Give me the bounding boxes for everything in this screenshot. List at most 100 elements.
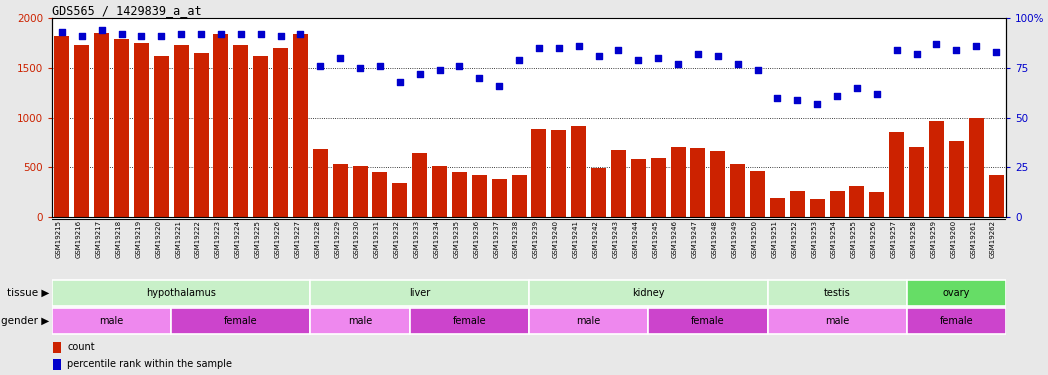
Bar: [310, 279, 529, 306]
Bar: [649, 308, 767, 334]
Point: [392, 79, 409, 85]
Bar: [651, 158, 665, 217]
Text: GSM19216: GSM19216: [75, 220, 82, 258]
Text: GSM19233: GSM19233: [414, 220, 419, 258]
Bar: [948, 141, 964, 217]
Bar: [671, 147, 685, 217]
Bar: [890, 132, 904, 217]
Bar: [392, 183, 408, 217]
Text: GSM19232: GSM19232: [394, 220, 400, 258]
Bar: [909, 147, 924, 217]
Text: ovary: ovary: [942, 288, 970, 298]
Point: [530, 45, 547, 51]
Point: [809, 100, 826, 106]
Text: hypothalamus: hypothalamus: [147, 288, 216, 298]
Text: GSM19223: GSM19223: [215, 220, 221, 258]
Point: [312, 63, 329, 69]
Point: [829, 93, 846, 99]
Point: [769, 94, 786, 100]
Text: female: female: [224, 316, 258, 326]
Bar: [591, 168, 606, 217]
Bar: [214, 34, 228, 217]
Text: GSM19222: GSM19222: [195, 220, 201, 258]
Point: [630, 57, 647, 63]
Bar: [691, 148, 705, 217]
Bar: [492, 179, 506, 217]
Text: tissue ▶: tissue ▶: [6, 288, 49, 298]
Text: GSM19249: GSM19249: [732, 220, 738, 258]
Bar: [551, 130, 566, 217]
Text: GSM19256: GSM19256: [871, 220, 877, 258]
Bar: [767, 279, 907, 306]
Point: [272, 33, 289, 39]
Bar: [52, 308, 171, 334]
Point: [987, 49, 1004, 55]
Text: GSM19227: GSM19227: [294, 220, 301, 258]
Bar: [52, 279, 310, 306]
Bar: [53, 342, 62, 352]
Bar: [174, 45, 189, 217]
Text: GSM19242: GSM19242: [592, 220, 598, 258]
Point: [670, 61, 686, 67]
Point: [510, 57, 527, 63]
Text: GSM19259: GSM19259: [931, 220, 937, 258]
Bar: [254, 56, 268, 217]
Bar: [234, 45, 248, 217]
Text: GSM19245: GSM19245: [652, 220, 658, 258]
Point: [849, 85, 866, 91]
Text: GSM19221: GSM19221: [175, 220, 181, 258]
Text: kidney: kidney: [632, 288, 664, 298]
Bar: [968, 117, 984, 217]
Point: [967, 43, 984, 49]
Point: [570, 43, 587, 49]
Point: [948, 47, 965, 53]
Bar: [412, 153, 428, 217]
Text: GSM19261: GSM19261: [970, 220, 976, 258]
Bar: [767, 308, 907, 334]
Point: [153, 33, 170, 39]
Text: GSM19257: GSM19257: [891, 220, 897, 258]
Text: testis: testis: [824, 288, 850, 298]
Point: [909, 51, 925, 57]
Bar: [531, 129, 546, 217]
Bar: [134, 43, 149, 217]
Text: GSM19247: GSM19247: [692, 220, 698, 258]
Text: GSM19258: GSM19258: [911, 220, 917, 258]
Bar: [274, 48, 288, 217]
Point: [233, 31, 249, 37]
Point: [749, 67, 766, 73]
Point: [869, 91, 886, 97]
Bar: [611, 150, 626, 217]
Text: GSM19260: GSM19260: [951, 220, 957, 258]
Text: GSM19248: GSM19248: [712, 220, 718, 258]
Text: GSM19237: GSM19237: [494, 220, 499, 258]
Text: male: male: [825, 316, 849, 326]
Text: GSM19241: GSM19241: [572, 220, 578, 258]
Text: GSM19215: GSM19215: [56, 220, 62, 258]
Text: gender ▶: gender ▶: [1, 316, 49, 326]
Text: GSM19226: GSM19226: [275, 220, 281, 258]
Bar: [631, 159, 646, 217]
Point: [253, 31, 269, 37]
Point: [590, 53, 607, 59]
Point: [113, 31, 130, 37]
Point: [431, 67, 447, 73]
Point: [729, 61, 746, 67]
Text: GSM19255: GSM19255: [851, 220, 857, 258]
Text: GSM19229: GSM19229: [334, 220, 341, 258]
Point: [93, 27, 110, 33]
Bar: [571, 126, 586, 217]
Text: GSM19250: GSM19250: [751, 220, 758, 258]
Bar: [293, 34, 308, 217]
Text: GSM19240: GSM19240: [552, 220, 559, 258]
Text: GSM19228: GSM19228: [314, 220, 321, 258]
Bar: [511, 175, 526, 217]
Text: GSM19239: GSM19239: [533, 220, 539, 258]
Text: GSM19235: GSM19235: [454, 220, 459, 258]
Bar: [730, 164, 745, 217]
Point: [133, 33, 150, 39]
Bar: [372, 172, 388, 217]
Point: [690, 51, 706, 57]
Point: [471, 75, 487, 81]
Point: [372, 63, 389, 69]
